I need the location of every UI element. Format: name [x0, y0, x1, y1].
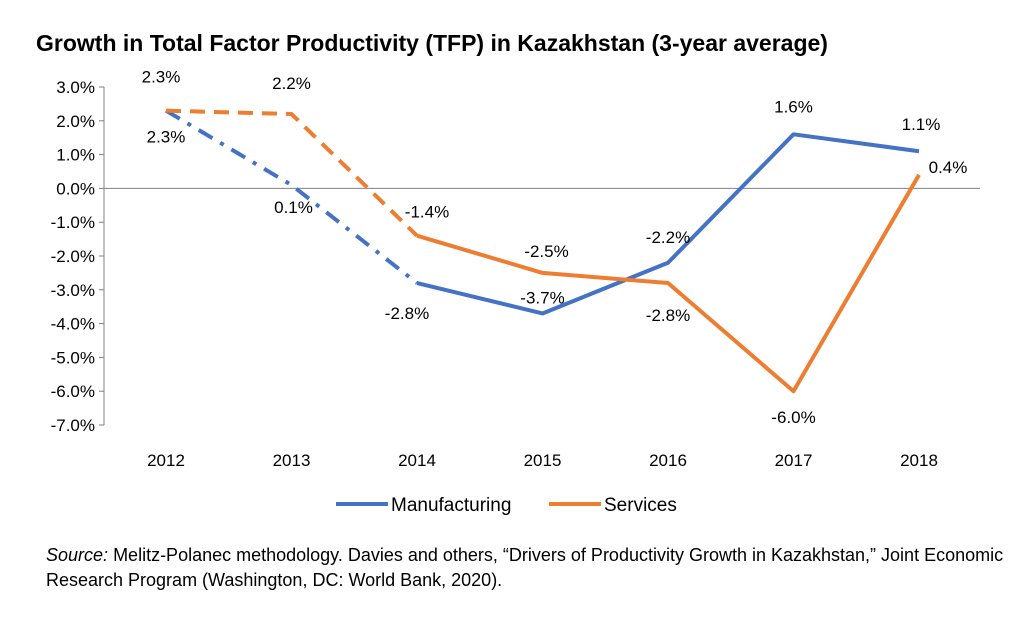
y-tick-label: -5.0%: [51, 348, 95, 367]
x-tick-label: 2017: [775, 451, 813, 470]
source-label: Source:: [46, 545, 109, 565]
data-label-manufacturing: 0.1%: [274, 198, 313, 217]
source-note: Source: Melitz-Polanec methodology. Davi…: [46, 543, 1006, 593]
y-tick-label: -1.0%: [51, 213, 95, 232]
y-tick-label: 1.0%: [56, 146, 95, 165]
y-axis: 3.0% 2.0% 1.0% 0.0% -1.0% -2.0% -3.0% -4.0% -5.0…: [51, 78, 105, 435]
y-tick-label: -7.0%: [51, 416, 95, 435]
data-label-services: 0.4%: [929, 158, 968, 177]
series-services-line: [416, 173, 921, 394]
data-label-manufacturing: -2.2%: [646, 228, 690, 247]
data-label-services: -1.4%: [405, 203, 449, 222]
y-tick-label: -6.0%: [51, 382, 95, 401]
x-tick-label: 2015: [524, 451, 562, 470]
y-tick-label: -2.0%: [51, 247, 95, 266]
legend-label-services: Services: [604, 495, 677, 516]
data-label-manufacturing: -3.7%: [520, 288, 564, 307]
y-tick-label: 0.0%: [56, 179, 95, 198]
x-tick-label: 2012: [147, 451, 185, 470]
data-label-services: -2.8%: [646, 306, 690, 325]
data-label-manufacturing: 2.3%: [147, 128, 186, 147]
data-label-manufacturing: 1.6%: [774, 97, 813, 116]
data-labels: 2.3% 0.1% -2.8% -3.7% -2.2% 1.6% 1.1% 2.3% 2.2% -…: [142, 68, 968, 428]
x-tick-label: 2018: [900, 451, 938, 470]
data-label-manufacturing: 1.1%: [902, 115, 941, 134]
series-manufacturing-line: [416, 132, 920, 316]
x-tick-label: 2014: [398, 451, 436, 470]
series-services-dashed-line: [165, 108, 419, 238]
x-tick-label: 2013: [273, 451, 311, 470]
series-manufacturing-dashed-line: [164, 108, 419, 285]
data-label-services: -2.5%: [524, 242, 568, 261]
source-text: Melitz-Polanec methodology. Davies and o…: [46, 545, 1004, 590]
x-tick-label: 2016: [649, 451, 687, 470]
y-tick-label: 3.0%: [56, 78, 95, 97]
y-tick-label: -3.0%: [51, 281, 95, 300]
legend-label-manufacturing: Manufacturing: [391, 495, 511, 516]
chart-area: 3.0% 2.0% 1.0% 0.0% -1.0% -2.0% -3.0% -4.0% -5.0…: [51, 68, 980, 516]
legend: Manufacturing Services: [336, 495, 677, 516]
series-lines: [164, 108, 921, 394]
x-axis: 2012 2013 2014 2015 2016 2017 2018: [104, 187, 980, 470]
data-label-manufacturing: -2.8%: [385, 304, 429, 323]
y-tick-label: -4.0%: [51, 315, 95, 334]
data-label-services: 2.2%: [272, 74, 311, 93]
data-label-services: 2.3%: [142, 68, 181, 87]
chart-title: Growth in Total Factor Productivity (TFP…: [36, 30, 828, 56]
data-label-services: -6.0%: [771, 408, 815, 427]
y-tick-label: 2.0%: [56, 112, 95, 131]
